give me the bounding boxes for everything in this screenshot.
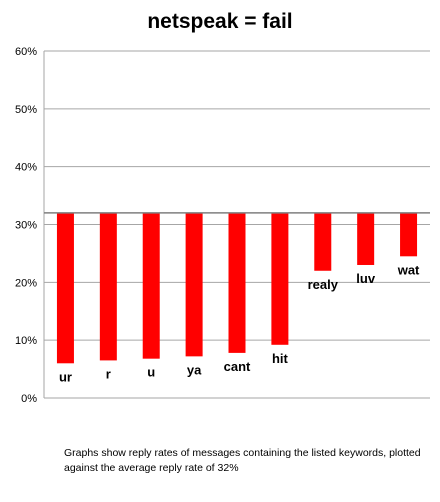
category-label: realy — [308, 277, 339, 292]
category-label: ur — [59, 369, 72, 384]
category-label: ya — [187, 362, 202, 377]
bar — [99, 212, 117, 361]
category-label: u — [147, 365, 155, 380]
y-tick-label: 20% — [15, 277, 37, 289]
y-tick-label: 50% — [15, 104, 37, 116]
bar-chart: 0% 10% 20% 30% 40% 50% 60% ur r u ya cant hit realy lu… — [15, 46, 430, 405]
y-tick-label: 60% — [15, 46, 37, 58]
category-label: luv — [356, 271, 376, 286]
chart-caption: Graphs show reply rates of messages cont… — [64, 447, 421, 474]
bar — [400, 212, 418, 257]
y-tick-label: 10% — [15, 335, 37, 347]
chart-title: netspeak = fail — [147, 10, 293, 33]
category-label: hit — [272, 351, 289, 366]
bar — [357, 212, 375, 265]
bar — [314, 212, 332, 271]
bar — [228, 212, 246, 353]
y-tick-label: 40% — [15, 162, 37, 174]
bar — [142, 212, 160, 359]
category-label: cant — [224, 359, 251, 374]
category-label: r — [106, 366, 111, 381]
bar — [271, 212, 289, 345]
category-label: wat — [397, 262, 420, 277]
bar — [185, 212, 203, 357]
y-tick-label: 0% — [21, 393, 37, 405]
y-tick-label: 30% — [15, 220, 37, 232]
bar — [56, 212, 74, 364]
